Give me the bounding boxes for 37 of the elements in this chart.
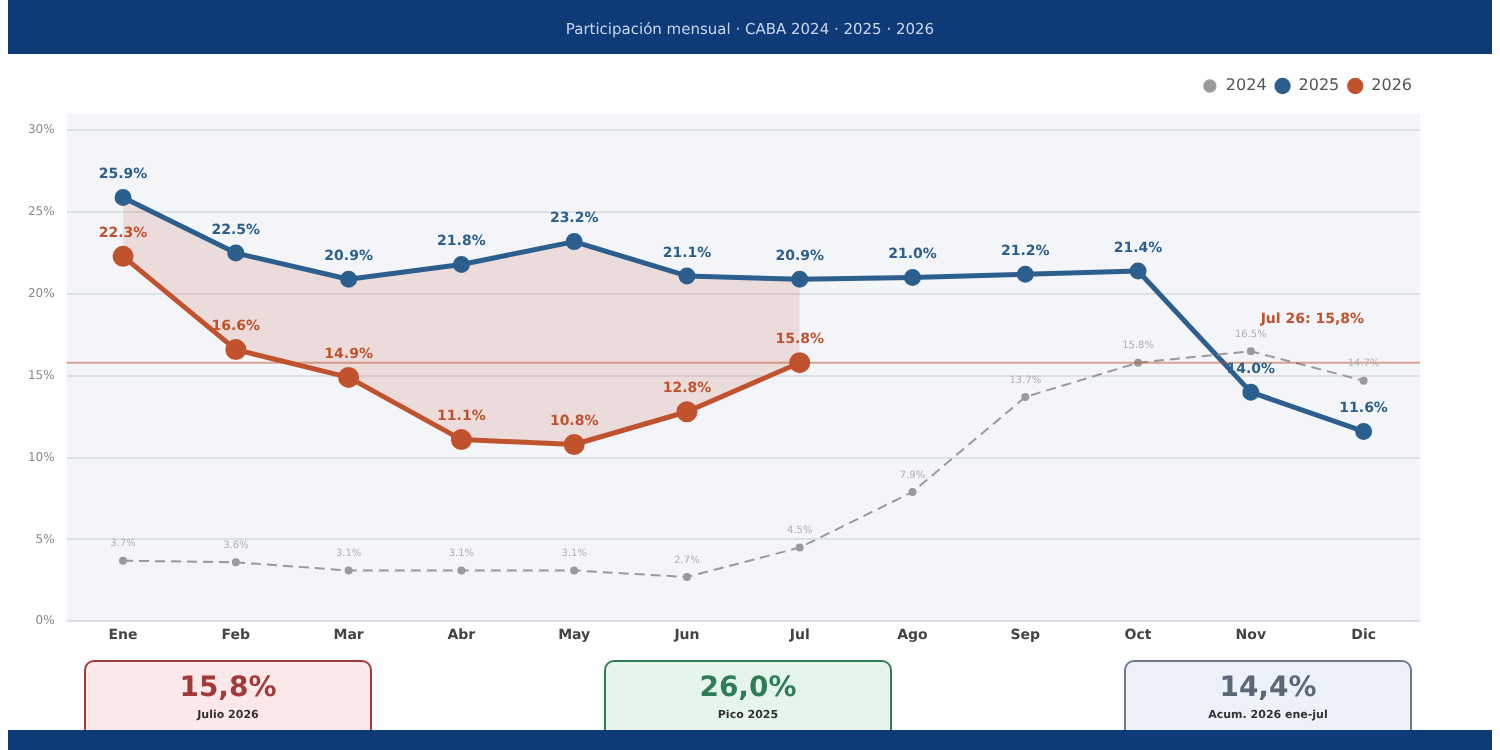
point <box>682 573 691 582</box>
point <box>1021 393 1030 402</box>
point <box>1355 422 1373 440</box>
point <box>795 543 804 552</box>
point <box>225 339 247 361</box>
point <box>563 434 585 455</box>
point <box>231 558 240 567</box>
point <box>678 267 696 285</box>
point <box>1242 383 1260 401</box>
point <box>676 401 698 423</box>
point <box>1359 376 1368 385</box>
text: 15,8% <box>177 672 279 704</box>
point <box>789 352 811 374</box>
point <box>338 366 360 388</box>
text: 26,0% <box>697 672 799 704</box>
legend-label: 2024 <box>1225 76 1267 95</box>
point <box>908 487 917 496</box>
point <box>344 566 353 575</box>
point <box>452 256 470 274</box>
point <box>1246 347 1255 356</box>
text: 14,4% <box>1217 672 1319 704</box>
point <box>450 429 472 451</box>
point <box>457 566 466 575</box>
point <box>340 270 358 288</box>
point <box>1129 262 1147 280</box>
point <box>1016 265 1034 283</box>
point <box>114 188 132 206</box>
legend-label: 2025 <box>1298 76 1340 95</box>
point <box>565 233 583 251</box>
point <box>570 566 579 575</box>
point <box>904 269 921 287</box>
point <box>119 556 128 565</box>
point <box>112 245 134 267</box>
point <box>227 244 245 262</box>
legend-label: 2026 <box>1371 76 1412 95</box>
point <box>1134 358 1143 367</box>
point <box>791 270 809 288</box>
